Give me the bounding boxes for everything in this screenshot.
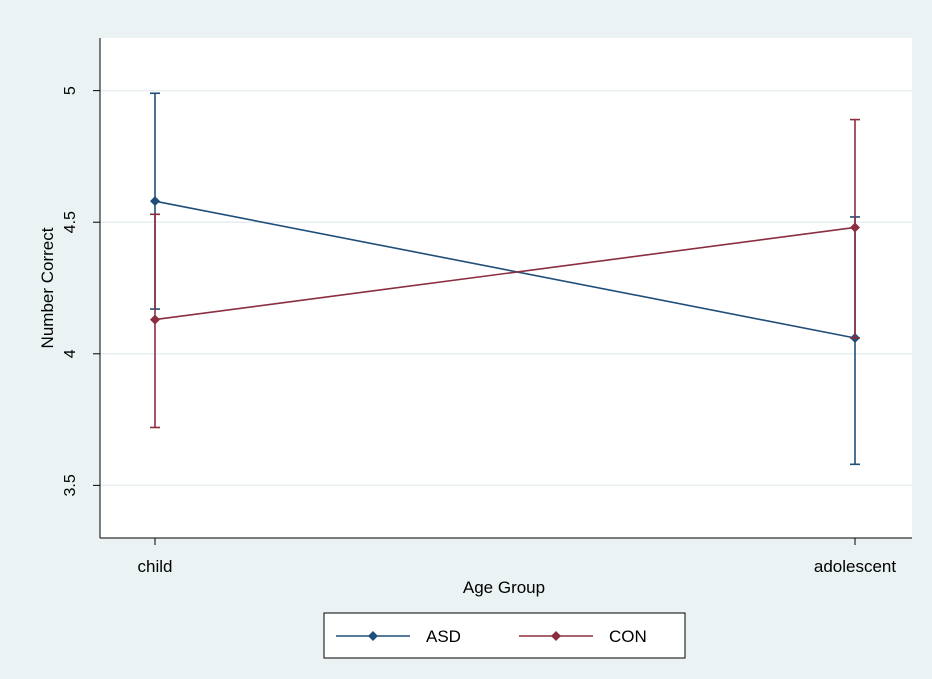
y-axis-title: Number Correct bbox=[38, 227, 57, 348]
series-line bbox=[154, 226, 856, 321]
legend-swatch-marker bbox=[368, 631, 378, 641]
legend: ASD CON bbox=[323, 612, 686, 659]
legend-label: CON bbox=[609, 627, 647, 646]
data-point bbox=[150, 314, 160, 325]
x-tick-label: child bbox=[138, 557, 173, 576]
series-con bbox=[150, 118, 860, 429]
series-line bbox=[154, 200, 856, 339]
legend-swatch-marker bbox=[551, 631, 561, 641]
x-tick-label: adolescent bbox=[814, 557, 897, 576]
y-tick-label: 3.5 bbox=[62, 474, 79, 496]
x-ticks: child adolescent bbox=[138, 538, 897, 576]
data-point bbox=[850, 222, 860, 233]
y-tick-label: 4 bbox=[62, 349, 79, 358]
data-point bbox=[150, 196, 160, 207]
gridlines bbox=[100, 89, 912, 487]
legend-label: ASD bbox=[426, 627, 461, 646]
plot-area bbox=[100, 38, 912, 538]
series-layer bbox=[150, 92, 860, 466]
y-tick-label: 5 bbox=[62, 86, 79, 95]
x-axis-title: Age Group bbox=[463, 578, 545, 597]
y-ticks: 3.5 4 4.5 5 bbox=[62, 86, 100, 496]
y-tick-label: 4.5 bbox=[62, 211, 79, 233]
